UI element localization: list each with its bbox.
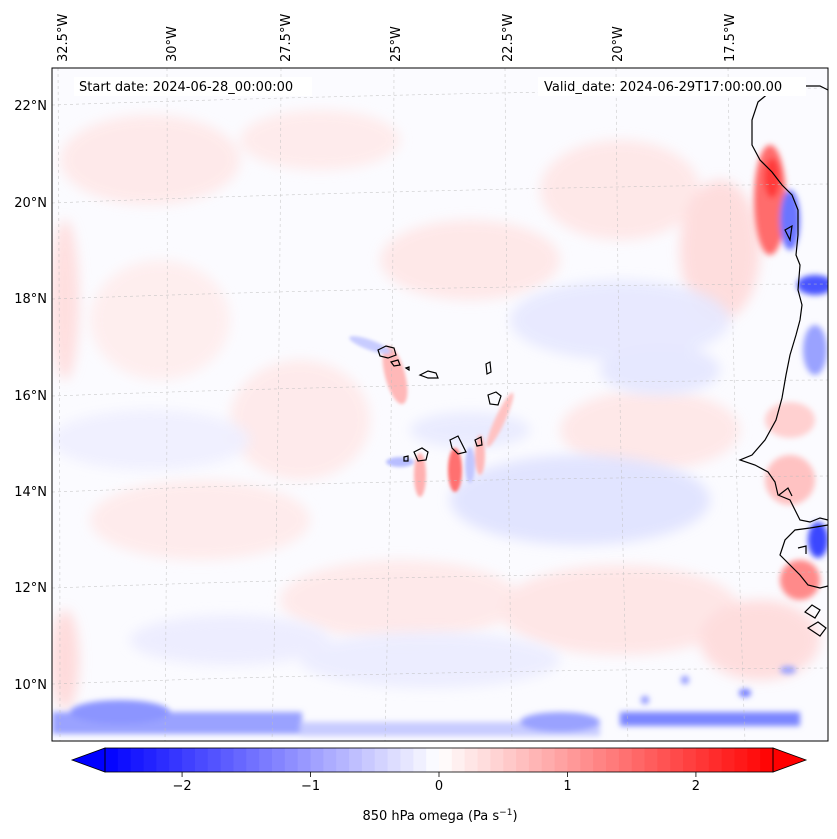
lon-label: 22.5°W [501,14,516,62]
colorbar-cell [400,748,414,772]
lat-label: 20°N [14,196,47,211]
island-santo-antao [377,345,397,359]
colorbar-cell [541,748,556,772]
colorbar-tick-label: −1 [301,779,320,794]
colorbar-cell [631,748,646,772]
island-sao-nicolau [418,370,439,379]
lon-label: 25°W [389,26,404,62]
colorbar-cell [516,748,530,772]
colorbar-cell [554,748,569,772]
colorbar-cell [413,748,427,772]
colorbar-cell [130,748,145,772]
island-santa-luzia [404,366,410,372]
colorbar-cell [310,748,324,772]
start-date-box [74,77,312,96]
colorbar-cell [323,748,337,772]
colorbar-cell [169,748,183,772]
colorbar: −2 −1 0 1 2 850 hPa omega (Pa s−1) [70,747,808,824]
colorbar-cell [284,748,299,772]
colorbar-cell [464,748,479,772]
colorbar-cell [336,748,350,772]
colorbar-cell [194,748,209,772]
colorbar-cell [503,748,517,772]
colorbar-cell [297,748,312,772]
colorbar-cell [117,748,132,772]
colorbar-cell [439,748,453,772]
plot-frame [51,67,829,742]
colorbar-cell [760,748,774,772]
lon-label: 17.5°W [723,14,738,62]
colorbar-cell [220,748,235,772]
colorbar-cell [670,748,684,772]
colorbar-cell [387,748,402,772]
colorbar-cell [105,748,119,772]
omega-field [52,68,828,741]
start-date-text: Start date: 2024-06-28_00:00:00 [79,80,293,95]
lon-label: 32.5°W [56,14,71,62]
colorbar-cell [349,748,363,772]
colorbar-cell [246,748,260,772]
island-brava [403,455,409,462]
island-maio [474,436,483,447]
colorbar-cell [580,748,594,772]
lat-label: 16°N [14,389,47,404]
colorbar-cell [374,748,389,772]
colorbar-cell [644,748,658,772]
lon-label: 30°W [165,26,180,62]
longitude-labels: 32.5°W 30°W 27.5°W 25°W 22.5°W 20°W 17.5… [56,14,738,62]
colorbar-cell [259,748,273,772]
lon-label: 20°W [611,26,626,62]
colorbar-cell [721,748,736,772]
colorbar-cell [618,748,633,772]
colorbar-cell [528,748,543,772]
colorbar-cell [156,748,170,772]
colorbar-cell [657,748,671,772]
colorbar-cell [683,748,697,772]
colorbar-tick-label: −2 [172,779,191,794]
colorbar-cell [477,748,491,772]
lon-label: 27.5°W [279,14,294,62]
colorbar-cell [182,748,196,772]
graticule [52,68,828,741]
cape-verde-islands [377,345,502,462]
lat-label: 10°N [14,678,47,693]
colorbar-ticks: −2 −1 0 1 2 [172,772,700,794]
colorbar-cell [734,748,748,772]
valid-date-text: Valid_date: 2024-06-29T17:00:00.00 [544,80,782,95]
valid-date-box [538,77,806,96]
colorbar-cell [361,748,376,772]
lat-label: 12°N [14,581,47,596]
colorbar-cell [606,748,620,772]
colorbar-cell [143,748,157,772]
lat-label: 18°N [14,292,47,307]
colorbar-low-extension [70,747,106,773]
colorbar-tick-label: 1 [563,779,571,794]
colorbar-cell [695,748,710,772]
island-sal [485,361,492,375]
colorbar-cell [426,748,440,772]
colorbar-cell [233,748,247,772]
island-sao-vicente [389,359,401,367]
colorbar-tick-label: 0 [435,779,443,794]
coastlines [738,85,828,637]
island-santiago [449,435,467,455]
colorbar-label: 850 hPa omega (Pa s−1) [362,808,517,824]
colorbar-cell [207,748,222,772]
colorbar-tick-label: 2 [692,779,700,794]
colorbar-cells [105,748,774,772]
colorbar-high-extension [772,747,808,773]
colorbar-cell [490,748,504,772]
colorbar-cell [593,748,607,772]
colorbar-cell [747,748,761,772]
lat-label: 22°N [14,99,47,114]
colorbar-cell [567,748,581,772]
island-fogo [413,447,429,462]
colorbar-cell [451,748,466,772]
colorbar-cell [708,748,723,772]
colorbar-cell [272,748,286,772]
island-boa-vista [487,391,502,406]
latitude-labels: 22°N 20°N 18°N 16°N 14°N 12°N 10°N [14,99,47,693]
lat-label: 14°N [14,485,47,500]
